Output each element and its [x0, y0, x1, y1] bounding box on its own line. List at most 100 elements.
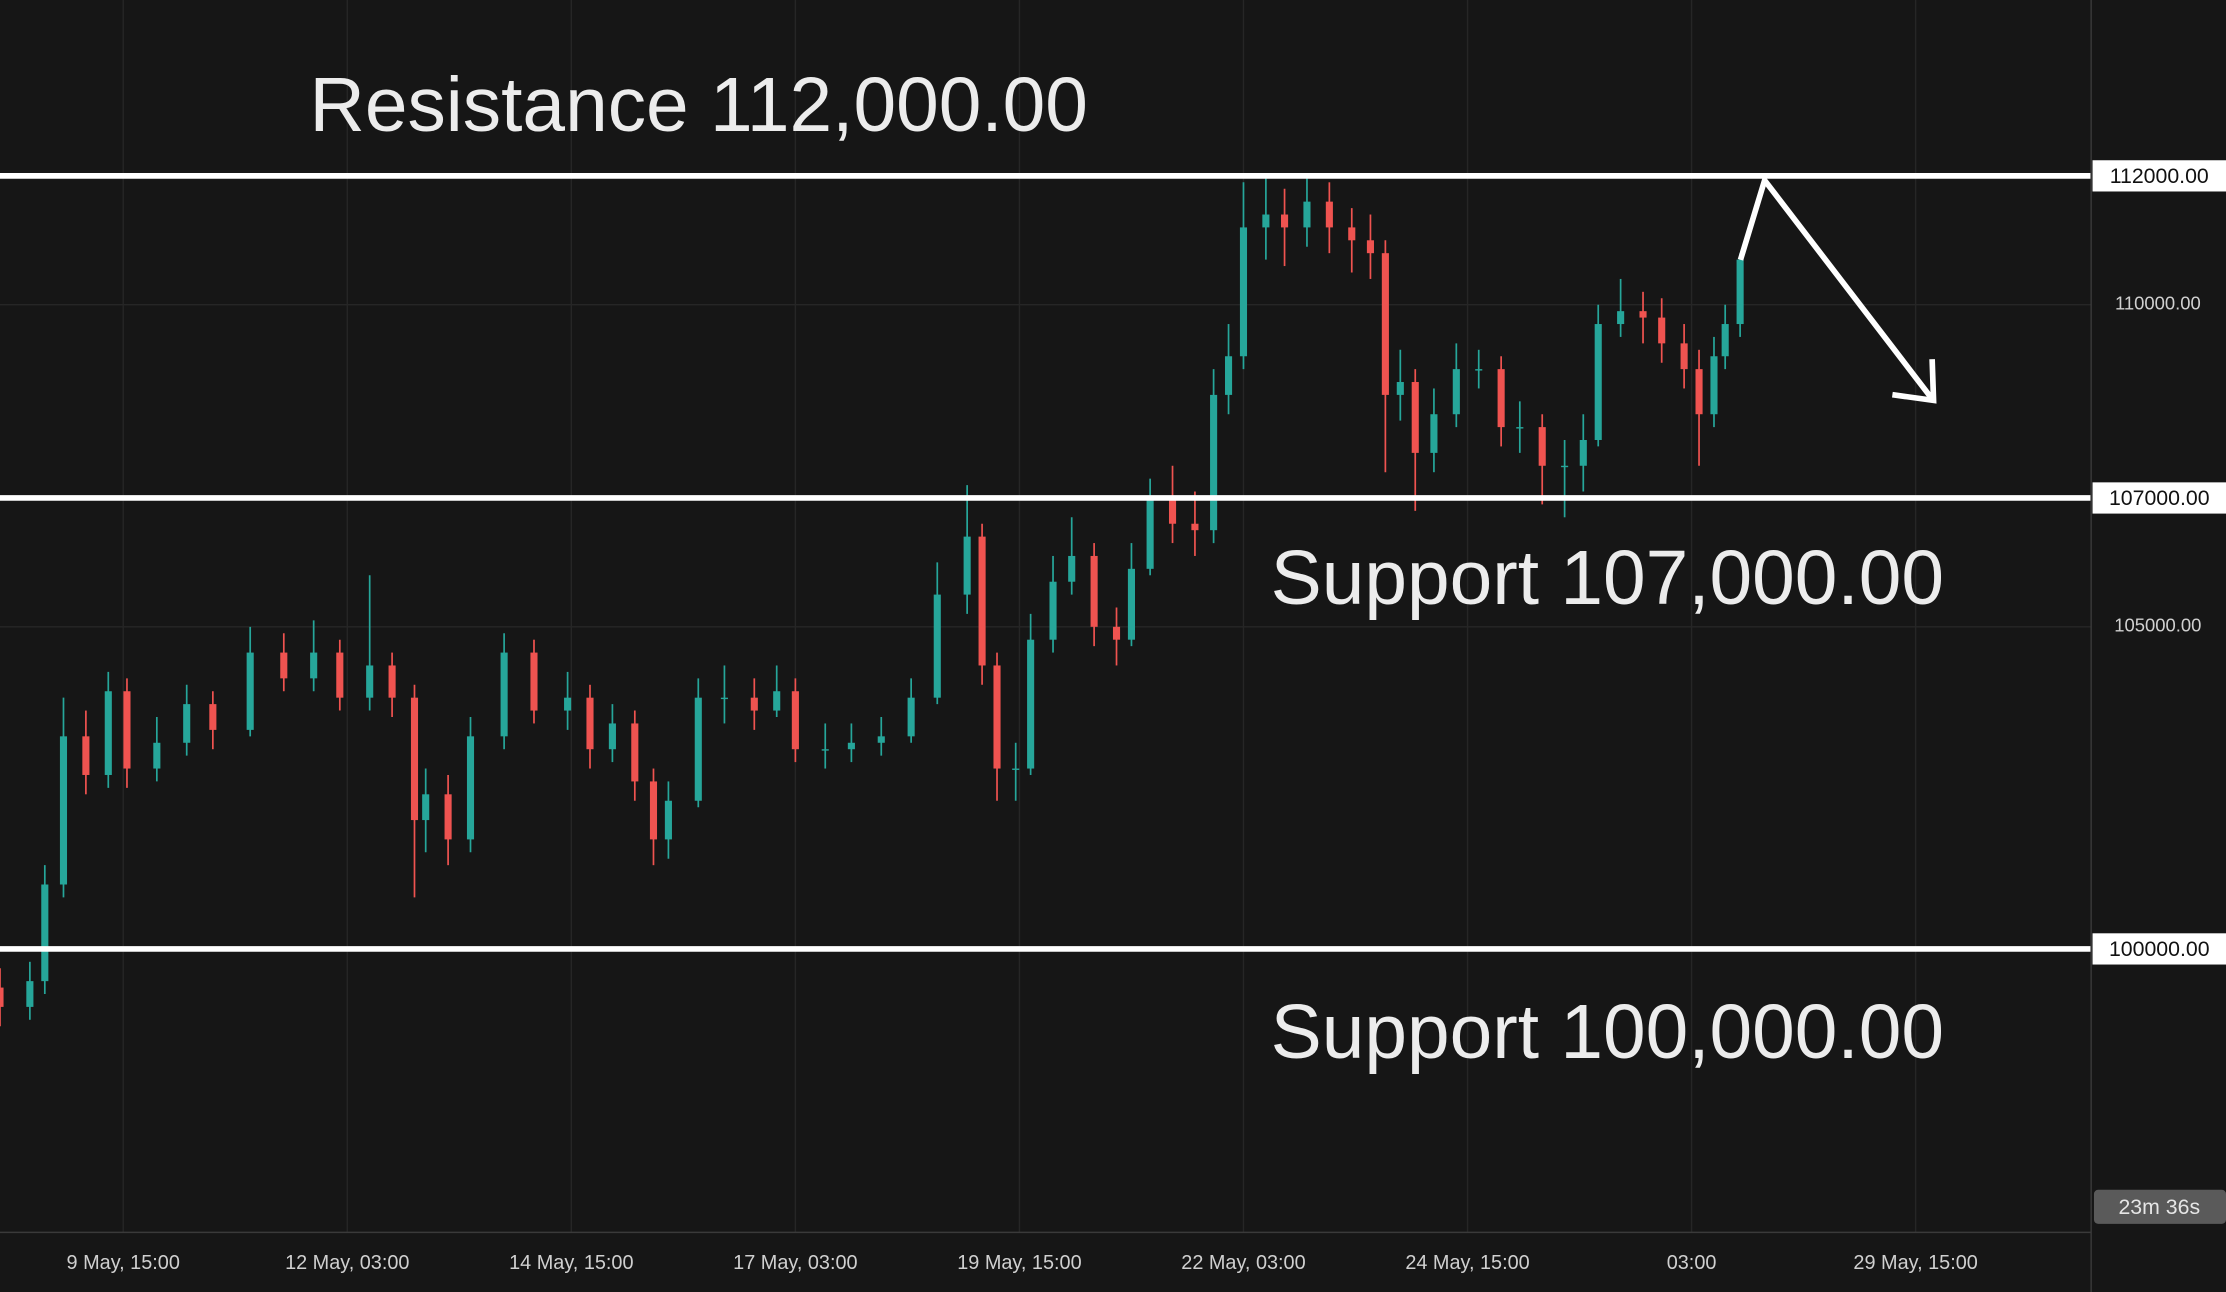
- x-tick-label: 24 May, 15:00: [1405, 1252, 1529, 1274]
- candle-body: [847, 742, 855, 750]
- candle-body: [1303, 201, 1311, 228]
- x-tick-label: 29 May, 15:00: [1853, 1252, 1977, 1274]
- candle-body: [1658, 317, 1666, 344]
- candle-body: [123, 691, 131, 769]
- candle-body: [907, 697, 915, 737]
- level-tag: [2092, 933, 2226, 965]
- annotation: Resistance 112,000.00: [309, 63, 1087, 148]
- candle-body: [1639, 311, 1647, 318]
- candle-body: [422, 794, 430, 821]
- candle-body: [1127, 568, 1136, 640]
- candle-body: [631, 723, 639, 782]
- x-tick-label: 19 May, 15:00: [957, 1252, 1081, 1274]
- candle-body: [280, 652, 288, 679]
- level-tag: [2092, 482, 2226, 514]
- candle-body: [821, 749, 829, 751]
- candle-body: [1068, 555, 1076, 582]
- candle-body: [466, 736, 475, 840]
- candle-body: [720, 697, 728, 700]
- candle-body: [1012, 768, 1020, 770]
- x-tick-label: 14 May, 15:00: [509, 1252, 633, 1274]
- candle-body: [1497, 369, 1505, 428]
- candle-body: [1239, 227, 1248, 357]
- countdown-box: [2093, 1189, 2226, 1224]
- candle-body: [877, 736, 885, 743]
- candle-body: [978, 536, 986, 666]
- candle-body: [1348, 227, 1356, 241]
- candle-body: [336, 652, 344, 698]
- countdown: 23m 36s: [2118, 1195, 2200, 1219]
- candle-body: [1281, 214, 1289, 228]
- candle-body: [1396, 382, 1404, 395]
- candle-body: [0, 987, 4, 1007]
- annotation: Support 107,000.00: [1271, 536, 1944, 621]
- candle-body: [388, 665, 396, 698]
- candle-body: [649, 781, 658, 840]
- candle-body: [1146, 497, 1154, 569]
- candle-body: [750, 697, 758, 711]
- candle-body: [1049, 581, 1057, 640]
- candle-body: [664, 800, 672, 840]
- x-tick-label: 17 May, 03:00: [733, 1252, 857, 1274]
- candle-body: [26, 981, 34, 1007]
- candle-body: [1594, 324, 1602, 440]
- candle-body: [153, 742, 161, 769]
- candle-body: [1027, 639, 1035, 769]
- candle-body: [933, 594, 941, 698]
- candle-body: [1721, 324, 1729, 357]
- candle-body: [1325, 201, 1333, 228]
- annotation: Support 100,000.00: [1271, 990, 1944, 1075]
- candle-body: [586, 697, 594, 750]
- candle-body: [1561, 465, 1569, 468]
- candle-body: [183, 704, 191, 743]
- candle-body: [1475, 369, 1483, 371]
- candle-body: [1381, 253, 1389, 395]
- candle-body: [1579, 439, 1587, 466]
- candle-body: [1538, 427, 1546, 466]
- candle-body: [1168, 497, 1177, 524]
- arrow-head: [1891, 359, 1937, 404]
- candle-body: [310, 652, 318, 679]
- candle-body: [1695, 369, 1703, 415]
- candle-body: [1430, 414, 1438, 453]
- candle-body: [500, 652, 508, 737]
- candle-body: [246, 652, 254, 730]
- x-tick-label: 22 May, 03:00: [1181, 1252, 1305, 1274]
- candle-body: [104, 691, 112, 775]
- candle-body: [1262, 214, 1270, 228]
- candle-body: [1452, 369, 1460, 415]
- overlay: [0, 173, 2092, 952]
- candle-body: [41, 884, 49, 982]
- level-tag: [2092, 160, 2226, 192]
- candle-body: [564, 697, 572, 711]
- y-tick-label: 105000.00: [2114, 615, 2201, 636]
- candle-body: [1224, 356, 1233, 395]
- candle-body: [82, 736, 90, 775]
- candle-body: [1710, 356, 1718, 415]
- candle-body: [530, 652, 538, 711]
- candle-body: [1112, 626, 1121, 640]
- candle-body: [608, 723, 616, 750]
- candle-body: [444, 794, 452, 840]
- candle-body: [993, 665, 1001, 769]
- candle-body: [1516, 427, 1524, 429]
- candle-body: [366, 665, 374, 698]
- candle-body: [1090, 555, 1098, 627]
- x-tick-label: 9 May, 15:00: [67, 1252, 180, 1274]
- candle-body: [1736, 259, 1744, 325]
- candles: [0, 175, 1744, 1027]
- candle-body: [1191, 523, 1199, 531]
- candle-body: [1680, 343, 1688, 370]
- level-tag-label: 100000.00: [2109, 937, 2210, 961]
- candle-body: [410, 697, 419, 821]
- candle-body: [773, 691, 781, 711]
- x-tick-label: 03:00: [1667, 1252, 1717, 1274]
- level-tag-label: 107000.00: [2109, 486, 2210, 510]
- candle-body: [59, 736, 68, 885]
- x-tick-label: 12 May, 03:00: [285, 1252, 409, 1274]
- candle-body: [694, 697, 702, 801]
- candle-body: [209, 704, 217, 730]
